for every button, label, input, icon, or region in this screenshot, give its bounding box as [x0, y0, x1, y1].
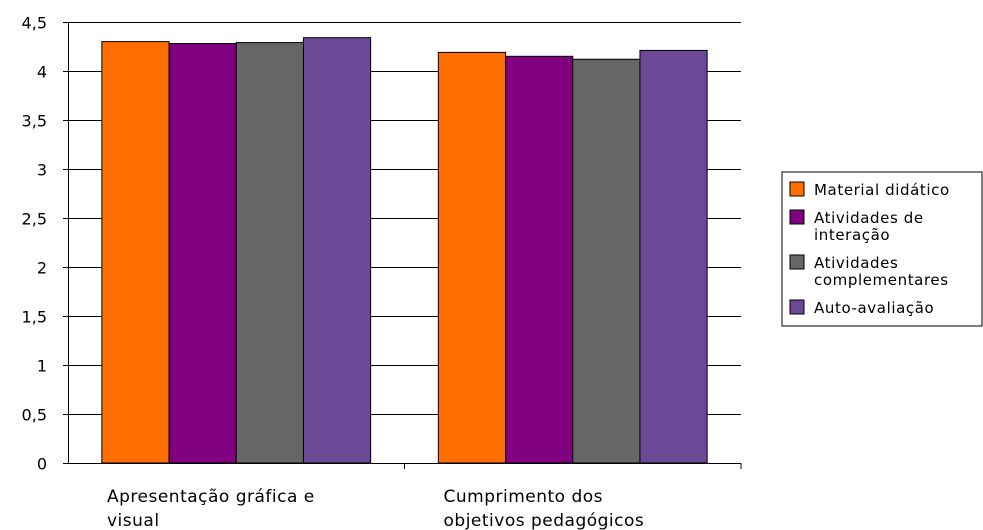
legend-label: Material didático: [814, 181, 950, 199]
legend-swatch: [789, 299, 805, 315]
legend-swatch: [789, 254, 805, 270]
legend-label: Atividades: [814, 254, 898, 272]
y-tick-label: 2,5: [22, 210, 47, 229]
y-tick-label: 4: [37, 63, 47, 82]
x-category-label: visual: [107, 511, 160, 530]
bars: [101, 37, 708, 464]
bar: [572, 58, 641, 464]
x-category-label: Cumprimento dos: [444, 487, 604, 507]
y-tick-label: 3: [37, 161, 47, 180]
y-tick-label: 2: [37, 259, 47, 278]
bar: [505, 55, 574, 464]
legend-label: Atividades de: [814, 209, 924, 227]
legend-label: Auto-avaliação: [814, 299, 934, 317]
x-axis-category-labels: Apresentação gráfica e visual Cumprimento …: [107, 487, 644, 530]
bar: [101, 41, 170, 464]
legend-box: [781, 171, 983, 327]
y-tick-label: 3,5: [22, 112, 47, 131]
x-category-label: objetivos pedagógicos: [444, 511, 645, 530]
legend-swatch: [789, 209, 805, 225]
y-tick-label: 1,5: [22, 308, 47, 327]
x-category-label: Apresentação gráfica e: [107, 487, 315, 507]
bar: [437, 51, 507, 464]
legend-swatch: [789, 181, 805, 197]
bar: [235, 42, 304, 464]
bar: [302, 37, 372, 464]
bar: [639, 49, 708, 464]
legend-label: complementares: [814, 271, 949, 289]
axes: [63, 22, 742, 469]
y-tick-label: 1: [37, 357, 47, 376]
bar: [168, 43, 237, 464]
y-tick-label: 0: [37, 455, 47, 474]
legend-label: interação: [814, 226, 890, 244]
y-axis-tick-labels: 0 0,5 1 1,5 2 2,5 3 3,5 4 4,5: [22, 14, 47, 474]
y-tick-label: 4,5: [22, 14, 47, 33]
y-tick-label: 0,5: [22, 406, 47, 425]
